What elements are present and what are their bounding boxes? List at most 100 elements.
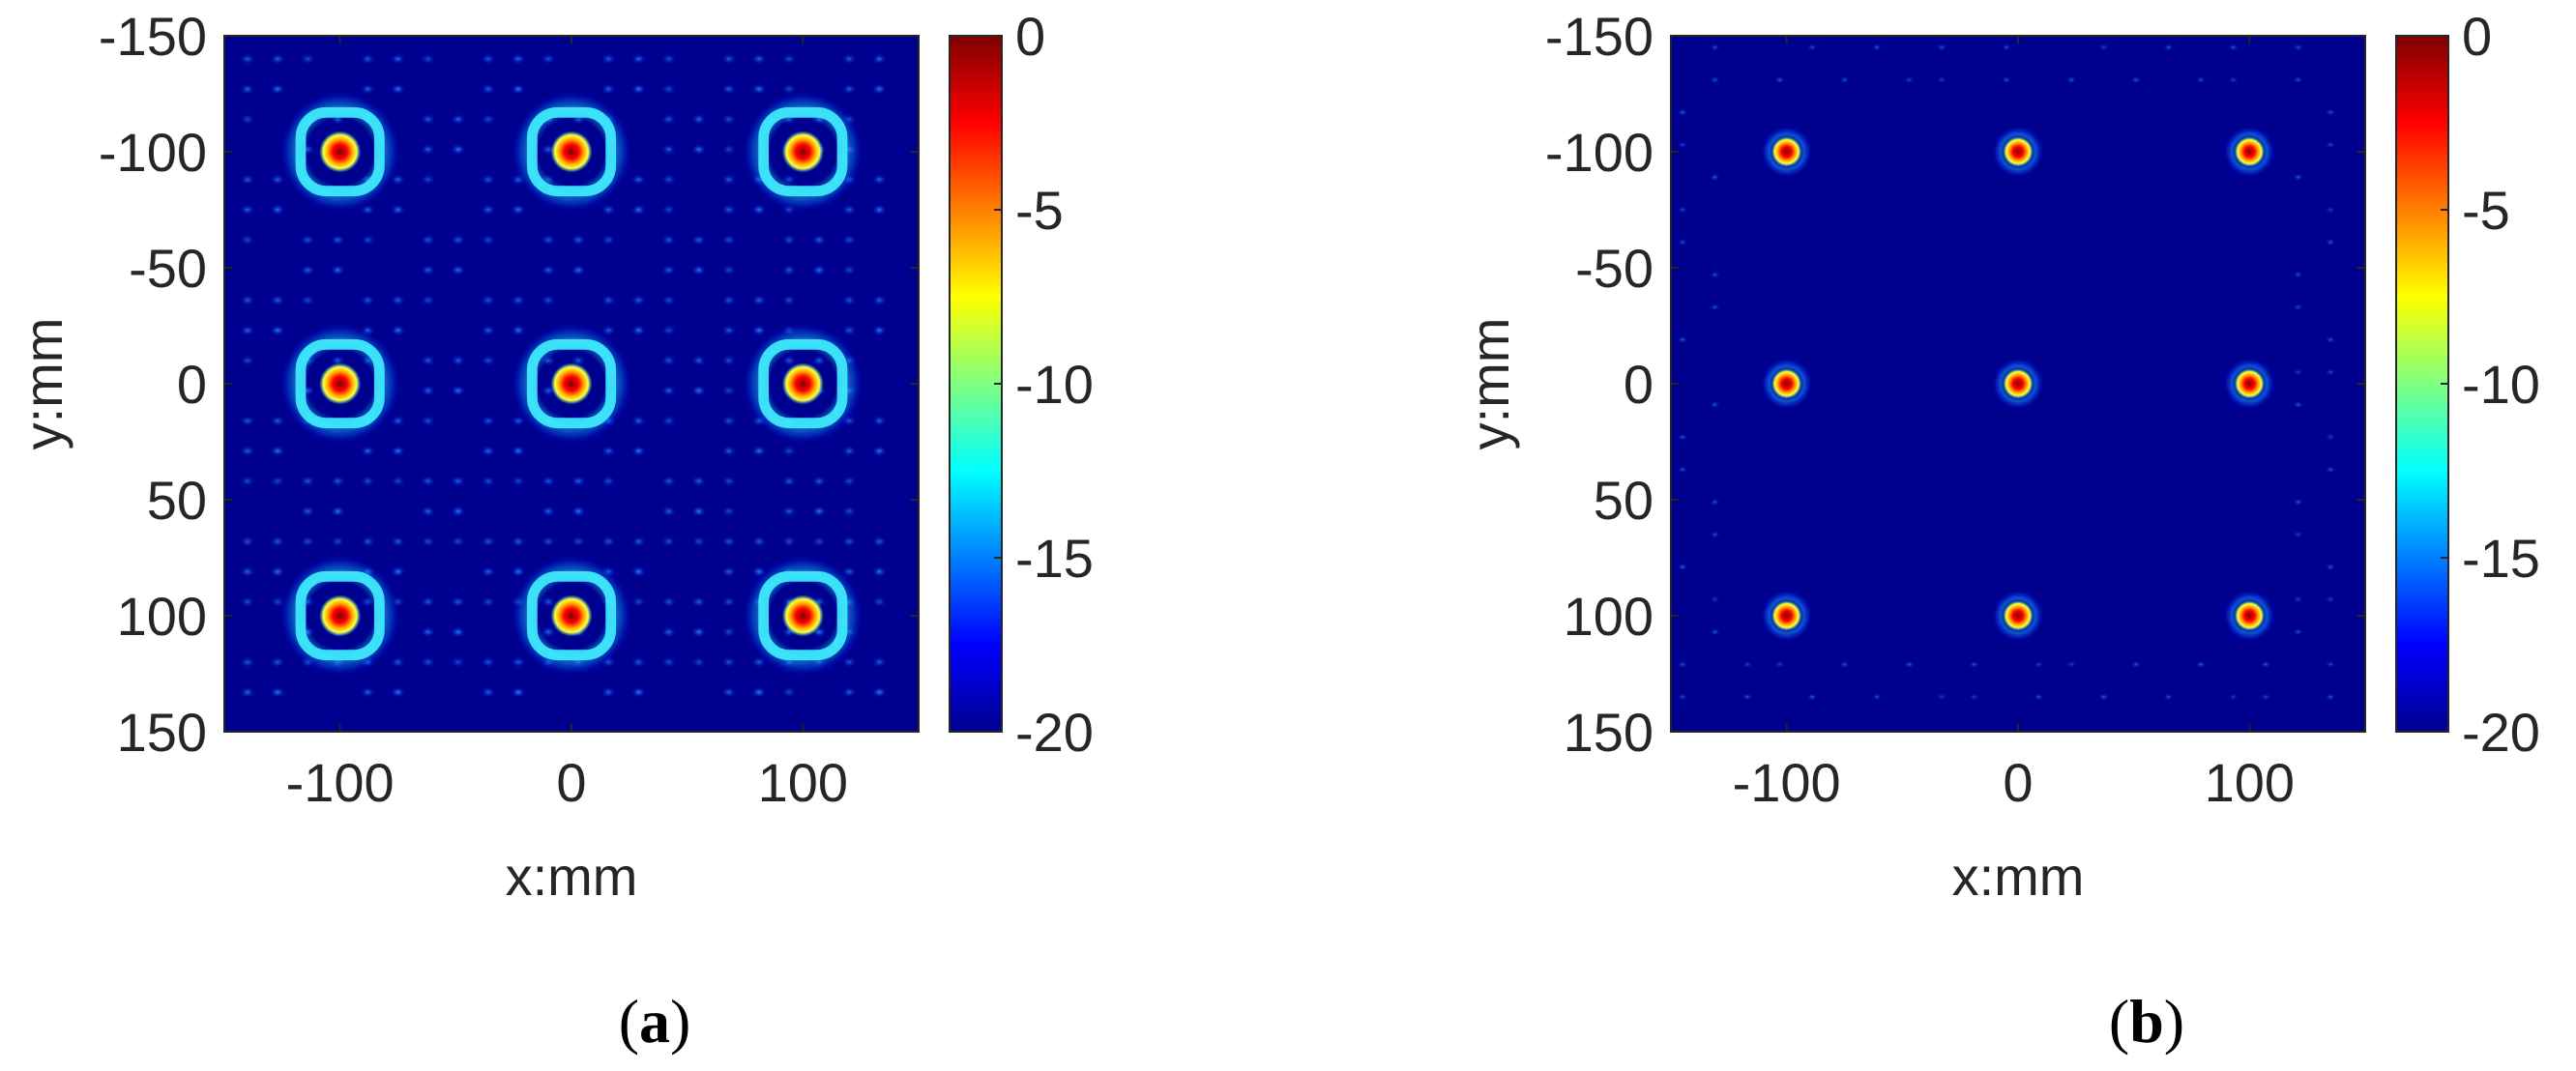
sidelobe-speck — [2098, 693, 2109, 701]
sidelobe-speck — [751, 686, 767, 698]
sidelobe-speck — [240, 656, 255, 668]
sidelobe-speck — [511, 294, 526, 306]
sidelobe-speck — [721, 385, 737, 396]
sidelobe-speck — [2325, 206, 2336, 214]
sidelobe-speck — [721, 143, 737, 156]
y-tick-label: -150 — [99, 6, 207, 67]
sidelobe-speck — [420, 53, 436, 65]
sidelobe-speck — [871, 53, 887, 65]
sidelobe-speck — [360, 83, 376, 95]
sidelobe-speck — [2325, 368, 2336, 376]
sidelobe-speck — [571, 506, 586, 517]
sidelobe-speck — [871, 204, 887, 216]
sidelobe-speck — [660, 385, 677, 396]
y-tick-label: -150 — [1545, 6, 1654, 67]
sidelobe-speck — [511, 476, 526, 487]
sidelobe-speck — [630, 595, 647, 608]
sidelobe-speck — [1710, 531, 1720, 538]
sidelobe-speck — [420, 415, 436, 427]
sidelobe-speck — [240, 83, 255, 95]
peak-ring — [758, 106, 848, 197]
sidelobe-speck — [511, 565, 526, 578]
sidelobe-speck — [721, 83, 737, 95]
colorbar-tick-label: -15 — [2462, 528, 2540, 589]
sidelobe-speck — [2195, 660, 2207, 669]
sidelobe-speck — [690, 143, 707, 156]
y-tick-label: 150 — [1564, 702, 1654, 763]
sidelobe-speck — [811, 536, 827, 547]
sidelobe-speck — [511, 53, 526, 65]
sidelobe-speck — [721, 325, 737, 336]
sidelobe-speck — [1936, 693, 1947, 701]
sidelobe-speck — [270, 174, 285, 186]
panel-label-a: (a) — [619, 987, 691, 1056]
sidelobe-speck — [2325, 595, 2336, 604]
sidelobe-speck — [751, 53, 767, 65]
sidelobe-speck — [600, 204, 616, 216]
sidelobe-speck — [2325, 433, 2336, 442]
sidelobe-speck — [841, 53, 857, 65]
sidelobe-speck — [420, 476, 436, 487]
sidelobe-speck — [270, 565, 285, 578]
sidelobe-speck — [751, 445, 767, 457]
sidelobe-speck — [2130, 660, 2142, 669]
sidelobe-speck — [841, 83, 857, 95]
sidelobe-speck — [781, 445, 797, 457]
sidelobe-speck — [811, 506, 827, 517]
sidelobe-speck — [751, 83, 767, 95]
sidelobe-speck — [1871, 693, 1883, 701]
sidelobe-speck — [2065, 660, 2077, 669]
x-ticks-b: -100 0 100 — [1733, 36, 2295, 813]
sidelobe-speck — [781, 476, 797, 487]
sidelobe-speck — [360, 476, 376, 487]
sidelobe-speck — [690, 626, 707, 638]
colorbar-tick-label: -20 — [1015, 702, 1094, 763]
sidelobe-speck — [781, 264, 797, 276]
sidelobe-speck — [240, 686, 255, 698]
sidelobe-speck — [451, 476, 466, 487]
panel-label-b: (b) — [2109, 987, 2184, 1056]
colorbar-tick-label: 0 — [2462, 6, 2492, 67]
sidelobe-speck — [1710, 498, 1720, 507]
sidelobe-speck — [660, 143, 677, 156]
sidelobe-speck — [360, 53, 376, 65]
sidelobe-speck — [630, 174, 647, 186]
sidelobe-speck — [420, 234, 436, 246]
sidelobe-speck — [690, 595, 707, 608]
sidelobe-speck — [270, 53, 285, 65]
sidelobe-speck — [660, 53, 677, 65]
sidelobe-speck — [511, 325, 526, 336]
colorbar-tick-label: -10 — [1015, 354, 1094, 415]
field-b — [1677, 43, 2336, 701]
sidelobe-speck — [390, 565, 406, 578]
sidelobe-speck — [660, 626, 677, 638]
sidelobe-speck — [811, 234, 827, 246]
sidelobe-speck — [841, 325, 857, 336]
sidelobe-speck — [630, 415, 647, 427]
sidelobe-speck — [420, 385, 436, 396]
sidelobe-speck — [451, 143, 466, 156]
sidelobe-speck — [300, 53, 315, 65]
sidelobe-speck — [511, 83, 526, 95]
sidelobe-speck — [270, 445, 285, 457]
sidelobe-speck — [330, 476, 345, 487]
sidelobe-speck — [541, 294, 556, 306]
peak-core — [550, 130, 593, 173]
sidelobe-speck — [541, 53, 556, 65]
peak-core — [1771, 600, 1802, 631]
sidelobe-speck — [571, 476, 586, 487]
sidelobe-speck — [781, 506, 797, 517]
sidelobe-speck — [721, 595, 737, 608]
x-ticks-a: -100 0 100 — [286, 36, 848, 813]
sidelobe-speck — [721, 234, 737, 246]
sidelobe-speck — [2034, 693, 2044, 701]
sidelobe-speck — [2325, 238, 2336, 246]
sidelobe-speck — [451, 595, 466, 608]
sidelobe-speck — [541, 234, 556, 246]
sidelobe-speck — [1710, 303, 1720, 311]
sidelobe-speck — [871, 325, 887, 336]
sidelobe-speck — [1742, 693, 1753, 701]
sidelobe-speck — [420, 656, 436, 668]
